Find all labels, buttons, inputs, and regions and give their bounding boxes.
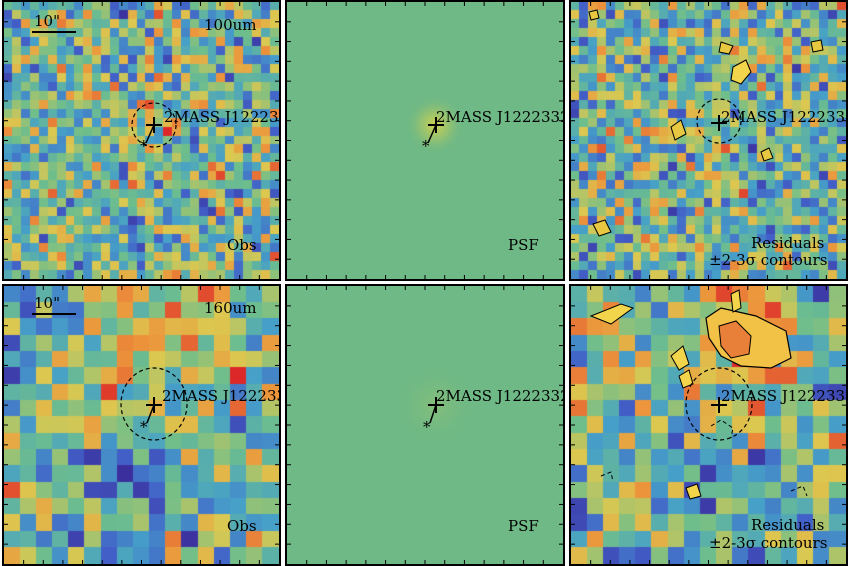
source-name-label: 2MASS J1222332	[436, 108, 563, 126]
scale-label: 10"	[34, 12, 60, 30]
source-name-label: 2MASS J1222332	[721, 108, 846, 126]
residual-panel-100um: 2MASS J1222332 Residuals ±2-3σ contours	[569, 0, 848, 281]
obs-panel-100um: 10" 100um 2MASS J1222332 * Obs	[2, 0, 281, 281]
proper-motion-line	[427, 124, 437, 144]
contour	[718, 320, 752, 359]
source-name-label: 2MASS J1222332	[162, 387, 279, 405]
star-marker: *	[423, 418, 431, 436]
panel-label-residuals: Residuals	[751, 516, 824, 534]
panel-label-contours: ±2-3σ contours	[709, 251, 827, 269]
proper-motion-line	[429, 404, 437, 424]
panel-label-residuals: Residuals	[751, 234, 824, 252]
obs-map-100um	[4, 2, 279, 279]
contour	[718, 41, 734, 55]
star-marker: *	[140, 418, 148, 436]
psf-panel-100um: 2MASS J1222332 * PSF	[285, 0, 565, 281]
negative-contour	[600, 471, 614, 483]
panel-label-obs: Obs	[227, 236, 257, 254]
residual-overlay-160um: 2MASS J1222332 Residuals ±2-3σ contours	[571, 286, 846, 564]
contour	[592, 219, 612, 237]
psf-panel-160um: 2MASS J1222332 * PSF	[285, 284, 565, 566]
obs-panel-160um: 10" 160um 2MASS J1222332 * Obs	[2, 284, 281, 566]
negative-contour	[790, 485, 808, 497]
star-marker: *	[422, 137, 430, 155]
obs-map-160um	[4, 286, 279, 564]
source-name-label: 2MASS J1222332	[436, 387, 563, 405]
source-name-label: 2MASS J1222332	[164, 108, 279, 126]
contour	[670, 119, 687, 141]
contour	[670, 345, 690, 371]
band-label: 160um	[204, 299, 257, 317]
contour	[685, 483, 702, 500]
contour	[589, 303, 635, 325]
proper-motion-line	[145, 124, 155, 144]
source-aperture	[696, 98, 742, 144]
panel-label-obs: Obs	[227, 517, 257, 535]
psf-map-100um	[287, 2, 563, 279]
contour	[760, 147, 774, 162]
psf-overlay-100um: 2MASS J1222332 * PSF	[287, 2, 563, 279]
residual-overlay-100um: 2MASS J1222332 Residuals ±2-3σ contours	[571, 2, 846, 279]
contour	[678, 369, 694, 389]
residual-panel-160um: 2MASS J1222332 Residuals ±2-3σ contours	[569, 284, 848, 566]
proper-motion-line	[146, 404, 155, 424]
contour	[810, 39, 824, 53]
source-aperture	[685, 367, 753, 441]
panel-label-psf: PSF	[508, 517, 539, 535]
psf-map-160um	[287, 286, 563, 564]
contour	[730, 289, 742, 313]
source-aperture	[131, 102, 177, 148]
panel-label-psf: PSF	[508, 236, 539, 254]
panel-label-contours: ±2-3σ contours	[709, 534, 827, 552]
obs-overlay-160um: 10" 160um 2MASS J1222332 * Obs	[4, 286, 279, 564]
contour	[588, 9, 600, 21]
scale-label: 10"	[34, 294, 60, 312]
source-aperture	[120, 367, 188, 441]
negative-contour	[710, 419, 734, 439]
star-marker: *	[140, 137, 148, 155]
psf-overlay-160um: 2MASS J1222332 * PSF	[287, 286, 563, 564]
source-name-label: 2MASS J1222332	[721, 387, 846, 405]
band-label: 100um	[204, 16, 257, 34]
obs-overlay-100um: 10" 100um 2MASS J1222332 * Obs	[4, 2, 279, 279]
contour	[730, 59, 752, 85]
